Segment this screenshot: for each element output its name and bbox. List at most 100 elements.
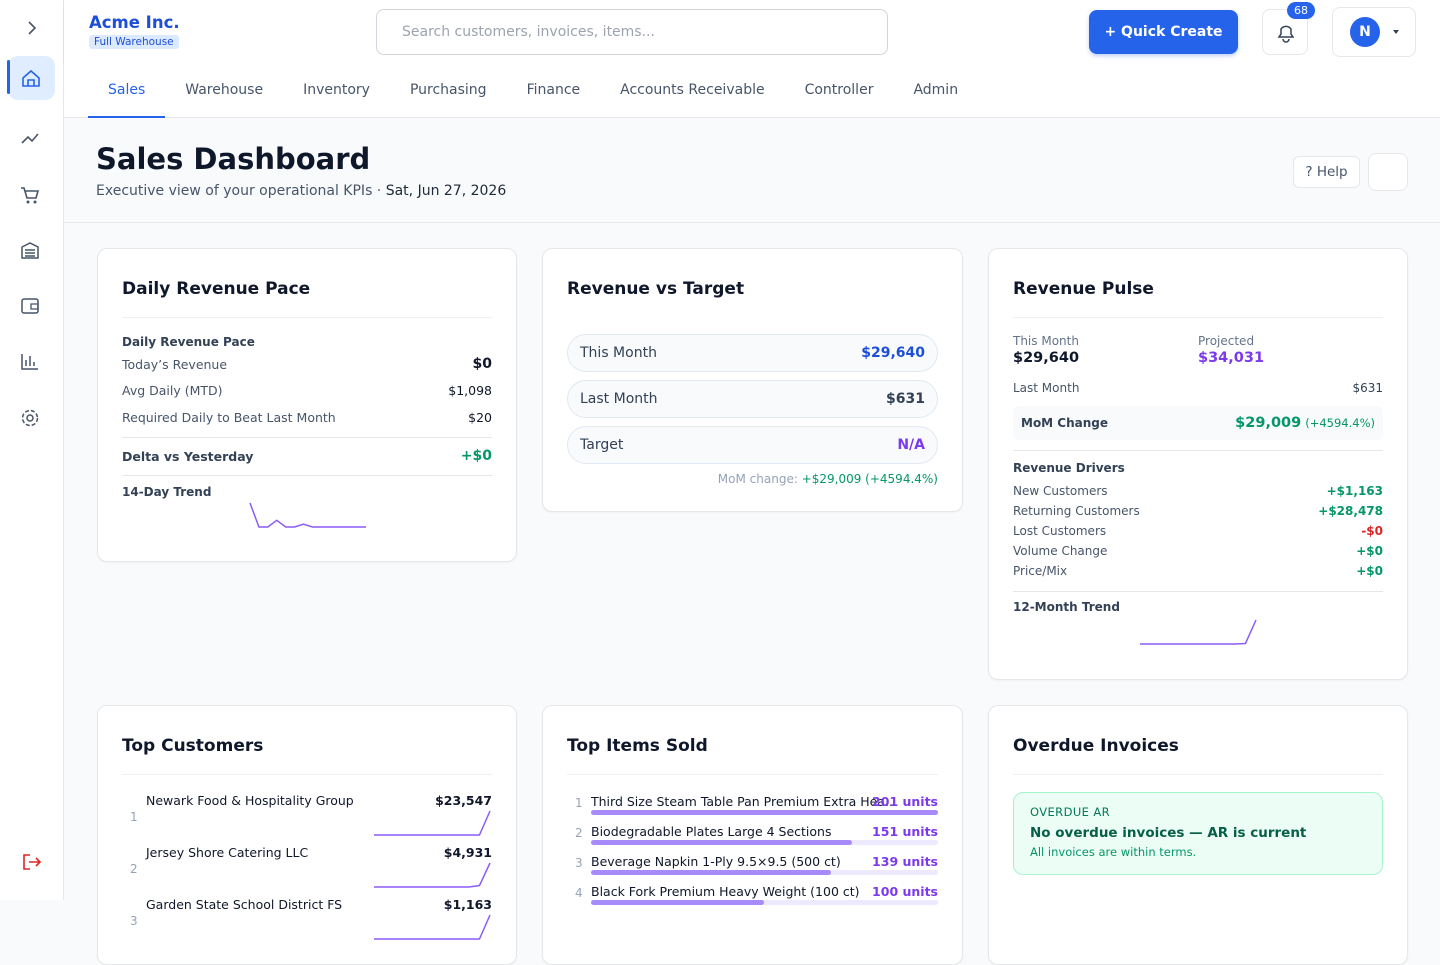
item-name[interactable]: Beverage Napkin 1-Ply 9.5×9.5 (500 ct) <box>591 854 841 869</box>
driver-row-label: Volume Change <box>1013 544 1108 558</box>
metric-row-value: $0 <box>472 356 492 373</box>
nav-tab[interactable]: Controller <box>804 82 874 98</box>
top-customers-card: Top Customers 1 Newark Food & Hospitality … <box>97 705 517 965</box>
last-month-row: Last Month $631 <box>1013 378 1383 398</box>
metric-row: Avg Daily (MTD) $1,098 <box>122 378 492 405</box>
top-bar: Acme Inc. Full Warehouse Search customer… <box>64 0 1440 64</box>
help-button[interactable]: ? Help <box>1293 156 1360 188</box>
mom-values: $29,009 (+4594.4%) <box>1235 415 1375 431</box>
customer-rank: 1 <box>130 810 138 824</box>
customer-value: $23,547 <box>435 793 492 808</box>
nav-tab[interactable]: Warehouse <box>185 82 264 98</box>
customer-name[interactable]: Newark Food & Hospitality Group <box>146 793 354 808</box>
nav-tab[interactable]: Purchasing <box>409 82 487 98</box>
revenue-pulse-card: Revenue Pulse This Month $29,640 Projected $… <box>988 248 1408 680</box>
overdue-note: All invoices are within terms. <box>1030 845 1197 859</box>
top-items-card: Top Items Sold 1 Third Size Steam Table Pa… <box>542 705 963 965</box>
revenue-target-card: Revenue vs Target This Month $29,640 Last M… <box>542 248 963 512</box>
mom-box: MoM Change $29,009 (+4594.4%) <box>1013 406 1383 440</box>
mom-label: MoM change: <box>717 472 802 486</box>
pill-label: Last Month <box>580 391 658 407</box>
nav-tab[interactable]: Accounts Receivable <box>620 82 765 98</box>
customer-row: 3 Garden State School District FS $1,163 <box>122 893 492 945</box>
item-rank: 4 <box>575 886 583 900</box>
logout-icon[interactable] <box>23 854 42 870</box>
card-title: Daily Revenue Pace <box>122 249 492 318</box>
trend-line <box>374 914 491 940</box>
drivers: Revenue Drivers New Customers +$1,163 Retur… <box>1013 450 1383 581</box>
pill-value: N/A <box>897 437 925 453</box>
customer-row: 1 Newark Food & Hospitality Group $23,547 <box>122 789 492 841</box>
metric-row-value: $20 <box>468 409 492 425</box>
avatar: N <box>1350 17 1380 47</box>
driver-row-value: +$28,478 <box>1318 504 1383 518</box>
driver-row-label: Lost Customers <box>1013 524 1107 538</box>
settings-button[interactable] <box>1368 153 1408 191</box>
summary-value: $29,640 <box>1013 350 1080 366</box>
customer-value: $1,163 <box>443 897 492 912</box>
page: Acme Inc. Full Warehouse Search customer… <box>7 0 1440 965</box>
driver-row: Returning Customers +$28,478 <box>1013 501 1383 521</box>
pill-label: This Month <box>580 345 657 361</box>
expand-icon[interactable] <box>28 21 37 35</box>
target-pill: This Month $29,640 <box>567 334 938 372</box>
card-title: Revenue vs Target <box>567 279 745 299</box>
quick-create-button[interactable]: + Quick Create <box>1089 10 1238 54</box>
item-row: 4 Black Fork Premium Heavy Weight (100 ct… <box>567 880 938 910</box>
customer-name[interactable]: Jersey Shore Catering LLC <box>146 845 309 860</box>
item-bar-track <box>591 900 938 905</box>
item-bar-track <box>591 840 938 845</box>
trend-icon[interactable] <box>21 133 39 144</box>
item-units: 100 units <box>872 884 938 899</box>
summary-value: $34,031 <box>1198 350 1265 366</box>
cart-icon[interactable] <box>21 187 40 199</box>
overdue-card: Overdue Invoices OVERDUE AR No overdue inv… <box>988 705 1408 965</box>
summary-block: This Month $29,640 <box>1013 334 1198 366</box>
metric-row-value: $1,098 <box>448 383 492 399</box>
page-header: Sales Dashboard Executive view of your o… <box>64 118 1440 223</box>
home-icon[interactable] <box>22 69 40 87</box>
driver-row-label: Returning Customers <box>1013 504 1140 518</box>
tab-bar: Sales Warehouse Inventory Purchasing Finance… <box>64 64 1440 118</box>
delta-row-value: +$0 <box>460 448 492 464</box>
notifications-button[interactable] <box>1262 9 1308 55</box>
page-subtitle: Executive view of your operational KPIs … <box>96 183 506 199</box>
driver-row-value: +$0 <box>1356 544 1383 558</box>
wallet-icon[interactable] <box>21 298 39 314</box>
daily-revenue-card: Daily Revenue Pace Daily Revenue Pace Toda… <box>97 248 517 562</box>
overdue-tag: OVERDUE AR <box>1030 805 1111 819</box>
nav-tab[interactable]: Admin <box>913 82 959 98</box>
customer-rank: 3 <box>130 914 138 928</box>
driver-row: Volume Change +$0 <box>1013 541 1383 561</box>
item-name[interactable]: Black Fork Premium Heavy Weight (100 ct) <box>591 884 860 899</box>
item-name[interactable]: Biodegradable Plates Large 4 Sections <box>591 824 832 839</box>
driver-row: Price/Mix +$0 <box>1013 561 1383 581</box>
metric-row-label: Avg Daily (MTD) <box>122 383 223 399</box>
trend-label: 12-Month Trend <box>1013 600 1120 614</box>
nav-tab[interactable]: Finance <box>526 82 581 98</box>
nav-tab[interactable]: Inventory <box>303 82 370 98</box>
warehouse-icon[interactable] <box>21 242 39 259</box>
item-bar <box>591 870 831 875</box>
item-name[interactable]: Third Size Steam Table Pan Premium Extra… <box>591 794 897 809</box>
pill-label: Target <box>580 437 624 453</box>
customer-name[interactable]: Garden State School District FS <box>146 897 343 912</box>
account-menu[interactable]: N <box>1332 7 1416 57</box>
summary-label: This Month <box>1013 334 1079 348</box>
item-rank: 3 <box>575 856 583 870</box>
search-input[interactable]: Search customers, invoices, items... <box>376 9 888 55</box>
drivers-heading: Revenue Drivers <box>1013 461 1125 475</box>
mom-label: MoM Change <box>1021 416 1109 430</box>
nav-tab[interactable]: Sales <box>88 64 166 118</box>
customer-rank: 2 <box>130 862 138 876</box>
metric-row: Required Daily to Beat Last Month $20 <box>122 404 492 431</box>
card-title: Top Customers <box>122 706 492 775</box>
settings-icon[interactable] <box>26 414 34 422</box>
item-rank: 2 <box>575 826 583 840</box>
company-name[interactable]: Acme Inc. <box>89 13 180 32</box>
bell-icon <box>1277 25 1295 43</box>
driver-row-value: +$0 <box>1356 564 1383 578</box>
item-units: 151 units <box>872 824 938 839</box>
reports-icon[interactable] <box>21 354 38 370</box>
subtitle-text: Executive view of your operational KPIs … <box>96 183 386 199</box>
